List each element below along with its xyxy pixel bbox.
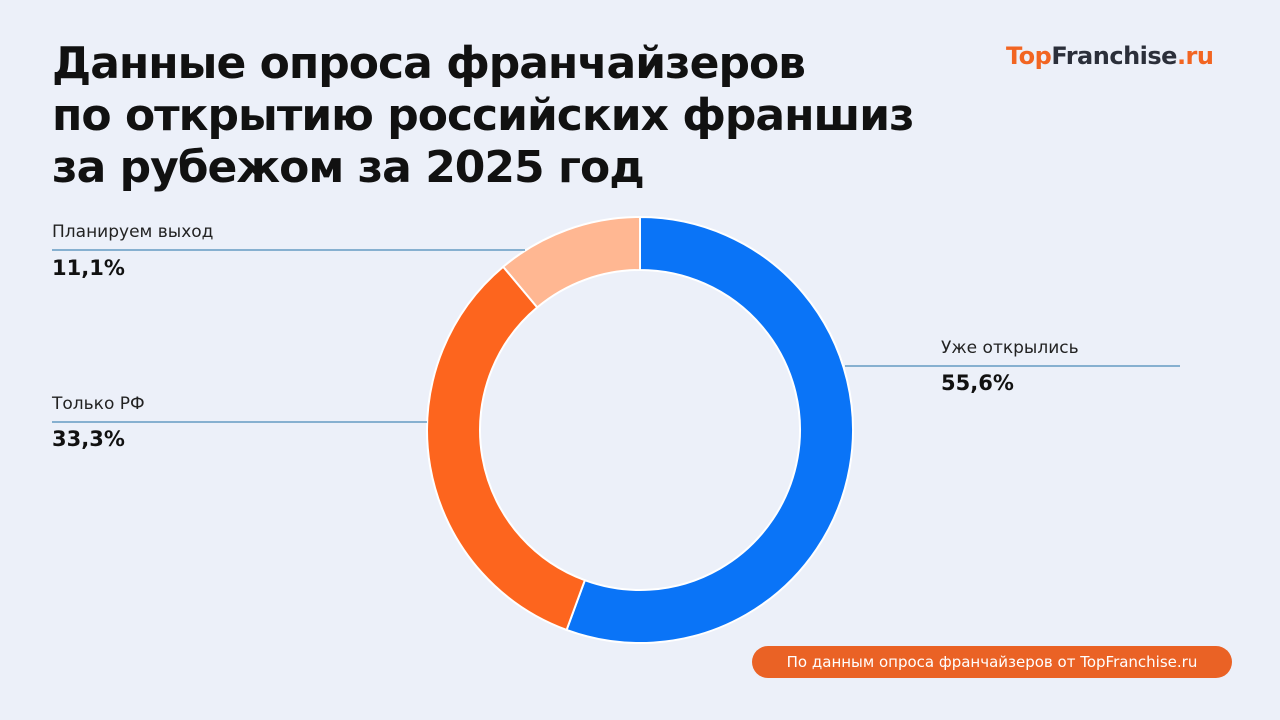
slice-label-opened: Уже открылись xyxy=(941,338,1079,358)
slice-label-planned: Планируем выход xyxy=(52,222,214,242)
title-line: Данные опроса франчайзеров xyxy=(52,38,806,89)
slice-planned xyxy=(501,215,641,309)
slice-value-opened: 55,6% xyxy=(941,371,1014,395)
title-line: по открытию российских франшиз xyxy=(52,90,915,141)
slice-opened xyxy=(565,215,854,644)
slice-only-rf xyxy=(426,265,587,632)
topfranchise-logo: TopFranchise.ru xyxy=(1006,42,1214,70)
slice-label-only-rf: Только РФ xyxy=(52,394,145,414)
source-badge: По данным опроса франчайзеров от TopFran… xyxy=(752,646,1232,678)
page-title: Данные опроса франчайзеров по открытию р… xyxy=(52,38,915,194)
title-line: за рубежом за 2025 год xyxy=(52,142,645,193)
slice-value-only-rf: 33,3% xyxy=(52,427,125,451)
slice-value-planned: 11,1% xyxy=(52,256,125,280)
